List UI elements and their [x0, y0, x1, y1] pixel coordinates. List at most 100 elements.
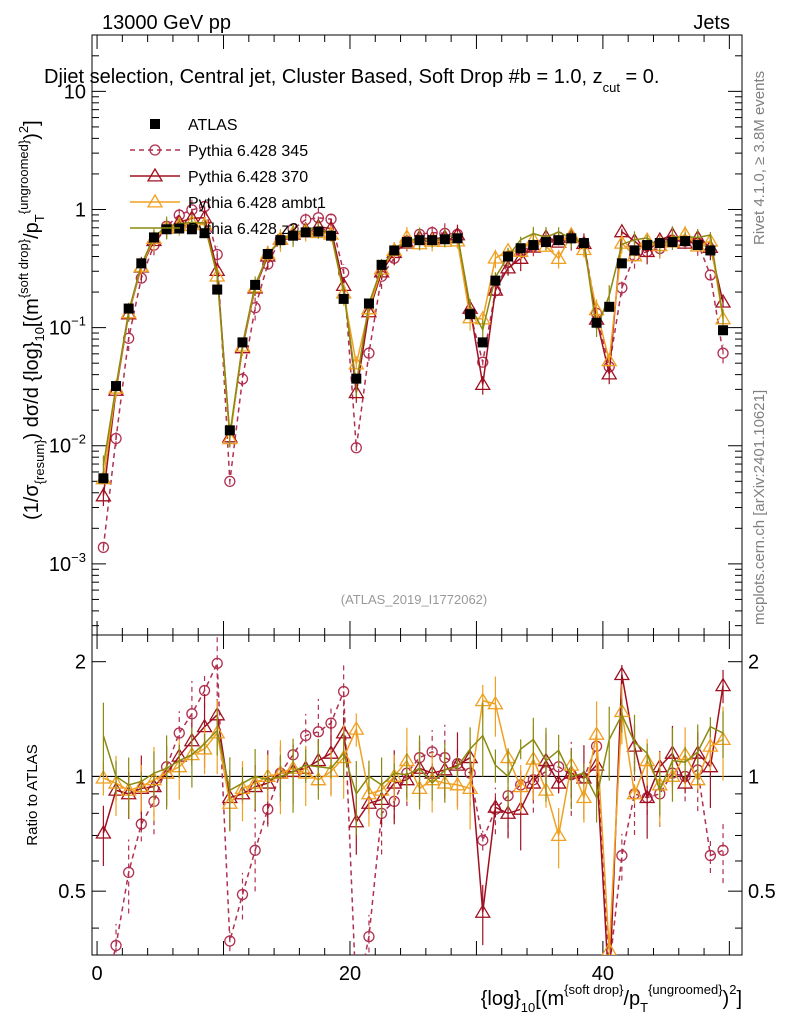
- main-y-axis-label: (1/σ{resum}) dσ/d {log}10[(m{soft drop}/…: [16, 120, 47, 520]
- atlas-point: [161, 224, 172, 235]
- legend-label: ATLAS: [188, 117, 238, 134]
- atlas-series: [98, 223, 729, 484]
- atlas-point: [363, 298, 374, 309]
- ratio-data-point: [616, 849, 628, 862]
- main-y-tick-label: 10−1: [49, 314, 86, 340]
- ratio-data-point: [512, 778, 529, 793]
- ratio-y-tick-label-right: 1: [748, 766, 759, 788]
- atlas-point: [401, 237, 412, 248]
- data-point: [95, 487, 112, 502]
- ratio-data-point: [461, 780, 479, 794]
- x-tick-label: 40: [592, 963, 614, 985]
- ratio-data-point: [487, 695, 504, 710]
- data-point: [550, 250, 567, 265]
- ratio-data-point: [487, 798, 504, 813]
- main-y-tick-label: 1: [75, 199, 86, 221]
- ratio-data-point: [588, 725, 605, 740]
- atlas-point: [186, 224, 197, 235]
- legend-marker: [146, 167, 164, 182]
- plot-title-main: Djiet selection, Central jet, Cluster Ba…: [44, 66, 603, 88]
- ratio-data-point: [95, 824, 112, 839]
- ratio-data-point: [601, 941, 617, 955]
- atlas-point: [224, 425, 235, 436]
- ratio-data-point: [351, 994, 361, 1004]
- ratio-data-point: [312, 726, 325, 738]
- ratio-y-tick-label: 2: [75, 652, 86, 674]
- ratio-data-point: [639, 789, 656, 804]
- atlas-point: [490, 275, 501, 286]
- atlas-point: [250, 279, 261, 290]
- ratio-series-0: [98, 635, 729, 1004]
- ratio-panel-frame: [91, 634, 743, 956]
- atlas-point: [111, 381, 122, 392]
- legend-marker: [146, 193, 164, 208]
- main-y-axis: 10−3 10−2 10−1 1 10: [49, 34, 742, 627]
- ratio-y-axis: 0.5 0.5 1 1 2 2: [58, 652, 776, 929]
- atlas-point: [136, 258, 147, 269]
- ratio-data-point: [95, 769, 112, 784]
- atlas-point: [692, 240, 703, 251]
- main-y-tick-label: 10−2: [49, 432, 86, 458]
- atlas-point: [553, 235, 564, 246]
- ratio-y-tick-label-right: 0.5: [748, 881, 776, 903]
- ratio-data-point: [338, 685, 350, 698]
- atlas-point: [667, 237, 678, 248]
- ratio-data-point: [676, 774, 694, 789]
- atlas-point: [540, 237, 551, 248]
- data-point: [487, 249, 504, 264]
- data-point: [575, 241, 593, 256]
- atlas-point: [604, 301, 615, 312]
- ratio-series-line: [102, 713, 724, 800]
- header-left: 13000 GeV pp: [102, 12, 231, 34]
- ratio-data-point: [360, 785, 378, 800]
- ratio-y-tick-label: 1: [75, 766, 86, 788]
- ratio-data-point: [702, 758, 719, 773]
- ratio-data-point: [98, 994, 108, 1004]
- atlas-point: [718, 325, 729, 336]
- atlas-point: [578, 238, 589, 249]
- data-point: [363, 347, 375, 359]
- data-point: [601, 352, 618, 367]
- atlas-point: [313, 226, 324, 237]
- atlas-point: [123, 303, 134, 314]
- atlas-point: [629, 245, 640, 256]
- main-y-tick-label: 10: [64, 81, 86, 103]
- atlas-point: [414, 235, 425, 246]
- atlas-point: [705, 245, 716, 256]
- ratio-series-line: [102, 674, 724, 955]
- ratio-data-point: [717, 844, 729, 856]
- ratio-data-point: [639, 752, 656, 767]
- ratio-data-point: [363, 930, 375, 943]
- ratio-data-point: [512, 800, 529, 815]
- atlas-point: [376, 259, 387, 270]
- ratio-data-point: [550, 774, 567, 789]
- ratio-data-point: [499, 805, 517, 819]
- x-axis: 0 20 40: [91, 35, 730, 985]
- data-point: [474, 376, 491, 391]
- atlas-point: [275, 235, 286, 246]
- ratio-data-point: [173, 727, 185, 739]
- atlas-point: [654, 238, 665, 249]
- ratio-data-point: [575, 789, 593, 804]
- ratio-data-point: [236, 888, 249, 901]
- legend-label: Pythia 6.428 370: [188, 169, 308, 186]
- atlas-point: [326, 230, 337, 241]
- atlas-point: [262, 248, 273, 259]
- ratio-data-point: [348, 720, 365, 735]
- x-axis-label: {log}10[(m{soft drop}/pT{ungroomed})2]: [481, 982, 742, 1015]
- atlas-point: [148, 232, 159, 243]
- series-2: [95, 214, 732, 485]
- ratio-data-point: [211, 657, 223, 670]
- x-tick-label: 0: [91, 963, 102, 985]
- ratio-data-point: [550, 827, 567, 842]
- data-point: [639, 243, 656, 258]
- atlas-point: [389, 245, 400, 256]
- ratio-data-point: [224, 935, 236, 947]
- atlas-point: [515, 243, 526, 254]
- atlas-point: [503, 251, 514, 262]
- atlas-point: [351, 373, 362, 384]
- main-plot-area: [95, 199, 732, 554]
- legend: ATLAS Pythia 6.428 345 Pythia 6.428 370 Pyt…: [130, 117, 326, 238]
- plot-title-tail: = 0.: [620, 66, 659, 88]
